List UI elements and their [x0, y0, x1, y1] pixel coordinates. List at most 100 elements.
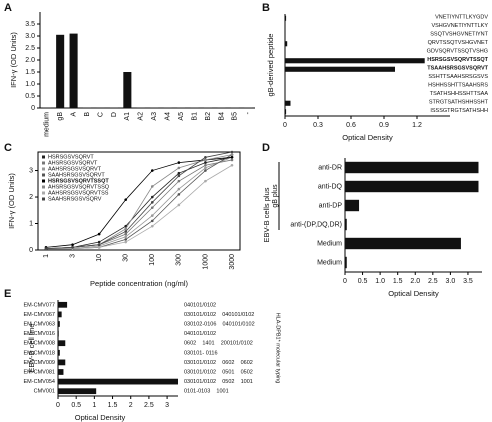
- x-tick-label: -: [245, 111, 252, 114]
- point: [150, 201, 154, 204]
- x-tick-label: 3: [69, 254, 76, 258]
- x-axis-label: Optical Density: [342, 133, 393, 142]
- point: [124, 232, 128, 236]
- y-tick-label: 3.5: [25, 21, 35, 28]
- point: [150, 224, 154, 228]
- legend-label: AHSRSGSVSQRVT: [48, 160, 98, 166]
- y-axis-label: EBV-B cells plus: [262, 187, 271, 242]
- category-label: QRVTSSQTVSHGVNET: [428, 40, 489, 46]
- x-tick-label: 300: [176, 254, 183, 266]
- typing-text: 030101- 0116: [184, 350, 218, 356]
- x-tick-label: A1: [124, 112, 131, 121]
- x-tick-label: gB: [57, 112, 64, 121]
- bar: [58, 301, 68, 308]
- bar: [345, 161, 479, 174]
- legend-label: SAAHSRSGSVSQRVT: [48, 172, 105, 178]
- y-tick-label: 2: [29, 194, 33, 201]
- bar: [285, 66, 395, 72]
- series-line: [45, 151, 233, 250]
- panel-label: A: [4, 2, 12, 14]
- bar: [285, 109, 287, 115]
- bar: [58, 369, 64, 375]
- point: [204, 169, 207, 172]
- legend-label: AAHSRSGSVSQRVT: [48, 166, 102, 172]
- x-tick-label: A4: [165, 112, 172, 121]
- point: [44, 247, 48, 250]
- point: [124, 238, 128, 241]
- category-label: anti-DR: [318, 164, 342, 171]
- bar: [58, 330, 59, 337]
- x-axis-label: Optical Density: [75, 413, 126, 422]
- typing-text: 030101/0102 0602 0602: [184, 360, 253, 366]
- y-tick-label: 2.0: [25, 57, 35, 64]
- x-tick-label: 2: [129, 402, 133, 409]
- bar: [58, 378, 178, 385]
- x-tick-label: 1.5: [393, 278, 403, 285]
- point: [204, 163, 207, 167]
- x-tick-label: B: [84, 112, 91, 117]
- x-tick-label: B5: [232, 112, 239, 121]
- category-label: VNETIYNTTLKYGDV: [435, 14, 488, 20]
- x-tick-label: 0.3: [313, 122, 323, 129]
- legend-label: HSRSGSVSQRVTSSQT: [48, 178, 109, 184]
- x-tick-label: A2: [138, 112, 145, 121]
- x-tick-label: 1.0: [375, 278, 385, 285]
- legend-marker: [42, 185, 45, 189]
- y-tick-label: 0.5: [25, 93, 35, 100]
- x-tick-label: 0: [283, 122, 287, 129]
- y-axis-label: gB-derived peptide: [266, 34, 275, 97]
- point: [230, 153, 234, 156]
- bar: [58, 359, 66, 366]
- category-label: EM-CMV016: [24, 331, 55, 337]
- panel-label: D: [262, 142, 270, 154]
- typing-label: HLA-DPB1* molecular typing: [275, 313, 281, 384]
- category-label: HSRSGSVSQRVTSSQT: [427, 57, 488, 63]
- x-tick-label: A3: [151, 112, 158, 121]
- bar: [58, 340, 66, 347]
- category-label: Medium: [317, 259, 342, 266]
- point: [97, 246, 101, 249]
- point: [204, 179, 207, 183]
- typing-text: 030101/0102 0501 0502: [184, 369, 253, 375]
- bar: [345, 199, 360, 212]
- legend-marker: [42, 155, 45, 159]
- legend-label: SAAHSRSGSVSQRV: [48, 196, 102, 202]
- point: [124, 230, 128, 233]
- category-label: anti-(DP,DQ,DR): [290, 221, 342, 228]
- x-tick-label: 3.0: [446, 278, 456, 285]
- typing-text: 0602 1401 200101/0102: [184, 341, 253, 347]
- point: [230, 163, 234, 167]
- x-tick-label: 30: [123, 254, 130, 262]
- bar: [285, 58, 425, 64]
- category-label: EM-CMV063: [24, 321, 55, 327]
- legend-marker: [42, 173, 45, 177]
- x-tick-label: 2.5: [144, 402, 154, 409]
- x-tick-label: 2.5: [428, 278, 438, 285]
- x-tick-label: 1: [92, 402, 96, 409]
- x-tick-label: 0.6: [346, 122, 356, 129]
- point: [150, 195, 154, 199]
- x-tick-label: 1.2: [412, 122, 422, 129]
- y-tick-label: 2.5: [25, 45, 35, 52]
- legend-marker: [42, 179, 45, 183]
- point: [150, 214, 154, 217]
- x-tick-label: B2: [205, 112, 212, 121]
- point: [150, 219, 154, 223]
- point: [204, 155, 207, 159]
- point: [177, 174, 181, 178]
- point: [124, 227, 128, 231]
- point: [150, 169, 154, 172]
- x-tick-label: 0: [56, 402, 60, 409]
- x-tick-label: 0.9: [379, 122, 389, 129]
- bar: [58, 311, 62, 318]
- x-tick-label: D: [111, 112, 118, 117]
- y-axis-label: IFN-γ (OD Units): [7, 173, 16, 229]
- group-label: gB plus: [272, 184, 279, 208]
- point: [177, 179, 181, 183]
- category-label: HSHHSSHTTSAAHSRS: [428, 82, 488, 88]
- y-tick-label: 3: [29, 167, 33, 174]
- typing-text: 030102-0106 040101/0102: [184, 321, 255, 327]
- x-tick-label: 2.0: [410, 278, 420, 285]
- point: [204, 161, 207, 164]
